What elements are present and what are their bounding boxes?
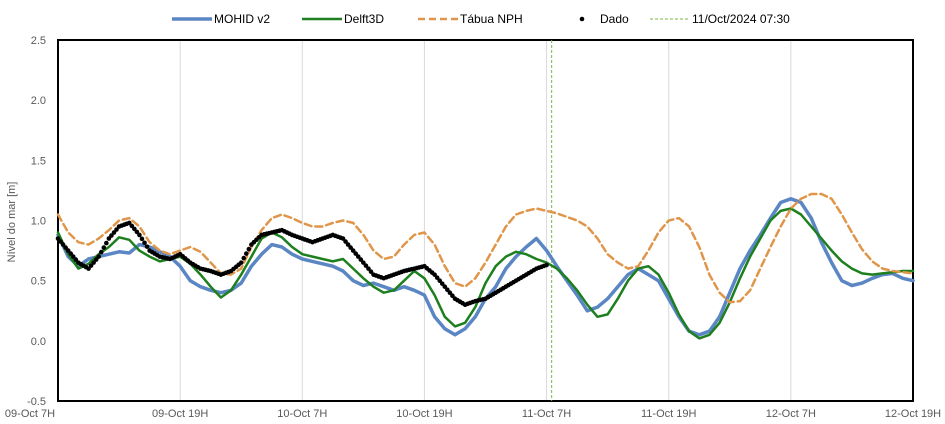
legend-item: Delft3D (302, 12, 384, 26)
data-point (241, 255, 247, 261)
y-tick-label: -0.5 (27, 396, 46, 408)
y-axis-ticks: 2.5 2.0 1.5 1.0 0.5 0.0 -0.5 (27, 35, 46, 408)
x-axis-ticks: 09-Oct 7H 09-Oct 19H 10-Oct 7H 10-Oct 19H 11… (5, 408, 941, 420)
data-point (68, 251, 74, 256)
data-point (93, 257, 99, 262)
data-point (139, 236, 145, 242)
data-point (111, 230, 117, 235)
data-point (437, 278, 442, 283)
data-point (101, 245, 107, 250)
data-point (98, 249, 104, 255)
y-tick-label: 0.0 (31, 336, 46, 348)
data-point (340, 236, 346, 241)
data-point (144, 244, 150, 249)
data-point (348, 245, 353, 250)
x-tick-label: 09-Oct 7H (5, 408, 55, 420)
data-point (361, 260, 366, 265)
data-point (238, 260, 244, 265)
x-tick-label: 11-Oct 19H (641, 408, 696, 420)
legend-swatch (579, 16, 585, 22)
series-dado (55, 220, 549, 308)
legend-item: MOHID v2 (172, 12, 270, 26)
data-point (73, 257, 79, 262)
y-tick-label: 2.0 (31, 95, 46, 107)
data-point (60, 242, 66, 247)
data-point (244, 251, 249, 256)
data-point (126, 220, 132, 226)
plot-border (57, 39, 914, 402)
y-tick-label: 1.5 (31, 155, 46, 167)
y-tick-label: 1.0 (31, 216, 46, 228)
data-point (445, 287, 450, 292)
data-point (142, 240, 147, 246)
data-point (447, 290, 453, 296)
data-point (432, 272, 437, 277)
data-point (366, 266, 371, 271)
data-point (88, 263, 94, 268)
x-tick-label: 09-Oct 19H (152, 408, 208, 420)
series-delft3d (56, 207, 915, 340)
legend-label: MOHID v2 (214, 12, 270, 26)
legend-item: 11/Oct/2024 07:30 (650, 12, 790, 26)
data-point (353, 251, 359, 256)
data-point (104, 240, 109, 246)
data-point (134, 229, 140, 235)
data-point (86, 266, 91, 271)
data-point (91, 260, 96, 265)
legend: MOHID v2 Delft3D Tábua NPH Dado 11/Oct/2024 … (172, 12, 790, 26)
y-axis-label: Nível do mar [m] (6, 182, 18, 263)
data-point (65, 248, 71, 253)
data-point (63, 245, 68, 250)
data-point (70, 254, 76, 259)
plot-frame (57, 39, 914, 402)
y-tick-label: 2.5 (31, 35, 46, 47)
legend-label: 11/Oct/2024 07:30 (692, 12, 790, 26)
series-t-bua-nph (56, 192, 915, 304)
legend-item: Dado (579, 12, 629, 26)
data-point (58, 239, 63, 244)
data-point (358, 257, 364, 262)
data-point (368, 269, 374, 274)
data-point (350, 248, 356, 253)
legend-label: Dado (600, 12, 629, 26)
x-tick-label: 10-Oct 7H (277, 408, 327, 420)
data-point (345, 242, 351, 247)
data-point (114, 227, 119, 232)
legend-label: Tábua NPH (460, 12, 523, 26)
data-point (442, 284, 448, 289)
data-point (434, 275, 440, 280)
data-point (363, 263, 369, 268)
data-point (450, 293, 455, 299)
data-point (129, 223, 135, 229)
series-layer (55, 40, 915, 401)
data-point (55, 236, 61, 241)
data-point (439, 281, 445, 286)
data-point (132, 226, 137, 232)
data-point (246, 246, 252, 252)
data-point (544, 262, 549, 268)
y-tick-label: 0.5 (31, 276, 46, 288)
x-tick-label: 10-Oct 19H (396, 408, 452, 420)
data-point (109, 233, 114, 238)
data-point (137, 232, 142, 238)
x-tick-label: 12-Oct 7H (766, 408, 816, 420)
x-tick-label: 11-Oct 7H (522, 408, 571, 420)
data-point (96, 254, 102, 259)
legend-item: Tábua NPH (418, 12, 523, 26)
data-point (343, 239, 348, 244)
x-tick-label: 12-Oct 19H (885, 408, 941, 420)
data-point (355, 254, 361, 259)
data-point (106, 236, 112, 241)
legend-label: Delft3D (344, 12, 384, 26)
